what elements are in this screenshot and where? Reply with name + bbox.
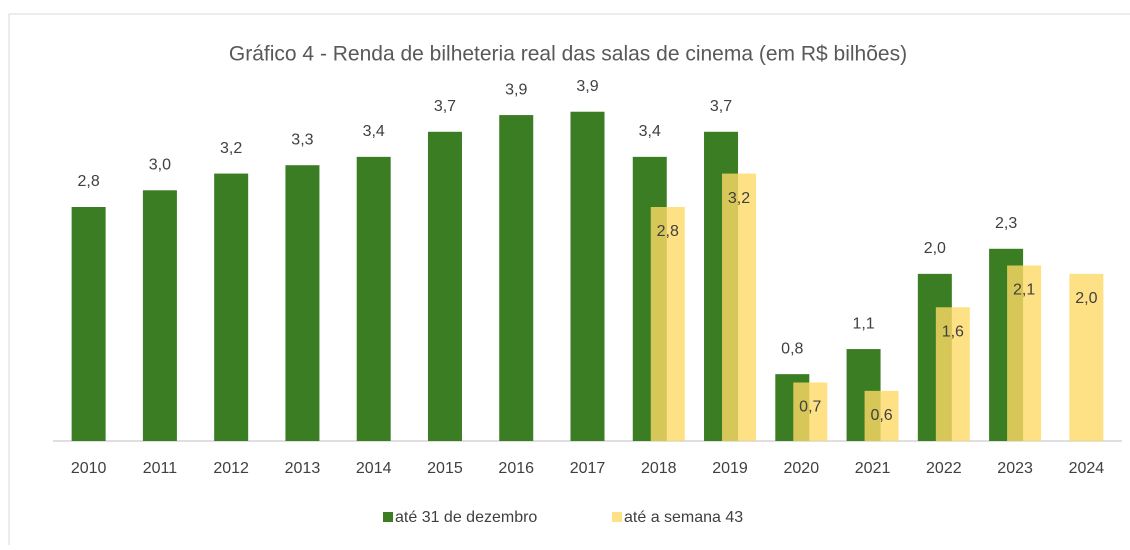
data-label: 3,0 [149, 157, 171, 174]
data-label: 2,0 [1075, 290, 1097, 307]
data-label: 3,2 [728, 190, 750, 207]
bar [71, 207, 106, 441]
bar [427, 131, 462, 442]
bar [935, 307, 970, 441]
legend-label: até 31 de dezembro [395, 509, 537, 526]
x-tick-label: 2024 [1069, 460, 1105, 477]
data-label: 0,7 [799, 399, 821, 416]
bar [142, 190, 177, 441]
bar [1069, 273, 1104, 441]
x-tick-label: 2023 [997, 460, 1033, 477]
x-tick-label: 2010 [71, 460, 107, 477]
bar [285, 165, 320, 441]
bar [570, 111, 605, 441]
data-label: 3,7 [434, 98, 456, 115]
bar [793, 382, 828, 441]
data-label: 3,7 [710, 98, 732, 115]
bar [1007, 265, 1042, 441]
x-tick-label: 2014 [356, 460, 392, 477]
x-tick-label: 2021 [855, 460, 891, 477]
x-tick-label: 2013 [285, 460, 321, 477]
data-label: 3,9 [576, 78, 598, 95]
data-label: 3,4 [639, 123, 661, 140]
x-tick-label: 2019 [712, 460, 748, 477]
chart-title: Gráfico 4 - Renda de bilheteria real das… [229, 43, 907, 66]
data-label: 1,1 [852, 315, 874, 332]
x-tick-label: 2022 [926, 460, 962, 477]
x-tick-label: 2015 [427, 460, 463, 477]
data-label: 2,8 [657, 223, 679, 240]
data-label: 2,8 [78, 173, 100, 190]
bar [722, 173, 757, 442]
bar [356, 156, 391, 441]
legend-swatch [383, 512, 393, 522]
data-label: 3,3 [291, 131, 313, 148]
bar [864, 390, 899, 441]
data-label: 0,6 [870, 407, 892, 424]
legend-label: até a semana 43 [624, 509, 743, 526]
data-label: 2,0 [924, 240, 946, 257]
data-label: 3,2 [220, 140, 242, 157]
bar [499, 115, 534, 442]
x-tick-label: 2011 [143, 460, 178, 477]
x-tick-label: 2018 [641, 460, 677, 477]
data-label: 2,1 [1013, 282, 1035, 299]
data-label: 3,4 [363, 123, 385, 140]
data-label: 2,3 [995, 215, 1017, 232]
x-tick-label: 2012 [213, 460, 249, 477]
legend-swatch [612, 512, 622, 522]
bar [650, 207, 685, 441]
data-label: 3,9 [505, 81, 527, 98]
x-tick-label: 2020 [784, 460, 820, 477]
x-tick-label: 2017 [570, 460, 606, 477]
data-label: 0,8 [781, 340, 803, 357]
data-label: 1,6 [942, 324, 964, 341]
x-tick-label: 2016 [498, 460, 534, 477]
bar [214, 173, 249, 442]
